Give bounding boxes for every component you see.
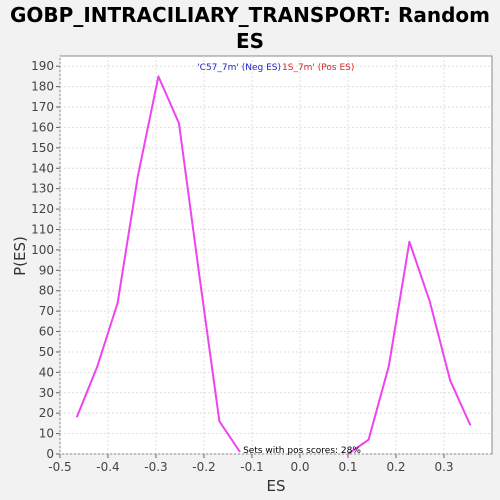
series-line-0 [75,75,241,453]
y-tick-label: 180 [31,80,54,94]
y-tick-label: 150 [31,141,54,155]
y-tick-label: 40 [39,365,54,379]
plot-area [59,55,493,455]
x-tick-label: -0.4 [96,460,119,474]
y-tick-label: 10 [39,427,54,441]
x-tick-label: 0.3 [434,460,453,474]
series-lines [75,75,472,455]
y-tick-label: 120 [31,202,54,216]
y-tick-label: 130 [31,182,54,196]
legend-entry-pos: 1S_7m' (Pos ES) [282,63,354,73]
y-tick-label: 90 [39,263,54,277]
pos-scores-annotation: Sets with pos scores: 28% [243,446,361,456]
chart-title-line1: GOBP_INTRACILIARY_TRANSPORT: Random ES [10,3,490,53]
y-tick-label: 110 [31,222,54,236]
y-tick-label: 190 [31,59,54,73]
grid [59,56,492,455]
y-tick-label: 80 [39,284,54,298]
legend-entry-neg: 'C57_7m' (Neg ES) [197,63,281,73]
x-tick-label: 0.1 [338,460,357,474]
x-tick-label: -0.5 [48,460,71,474]
x-tick-label: -0.1 [240,460,263,474]
x-tick-label: -0.2 [192,460,215,474]
y-tick-label: 140 [31,161,54,175]
y-tick-label: 160 [31,120,54,134]
x-tick-label: -0.3 [144,460,167,474]
legend: 'C57_7m' (Neg ES) 1S_7m' (Pos ES) [197,63,354,73]
y-tick-label: 60 [39,325,54,339]
y-tick-label: 50 [39,345,54,359]
y-axis-title: P(ES) [11,236,29,276]
y-tick-label: 170 [31,100,54,114]
y-tick-label: 70 [39,304,54,318]
y-tick-label: 100 [31,243,54,257]
y-tick-label: 30 [39,386,54,400]
y-tick-label: 20 [39,406,54,420]
axes: 0 10 20 30 40 50 60 70 80 90 100 110 120 130 140 150 160… [31,59,453,474]
x-tick-label: 0.0 [290,460,309,474]
y-tick-label: 0 [46,447,54,461]
x-axis-title: ES [267,477,286,495]
series-line-1 [347,240,472,455]
x-tick-label: 0.2 [386,460,405,474]
